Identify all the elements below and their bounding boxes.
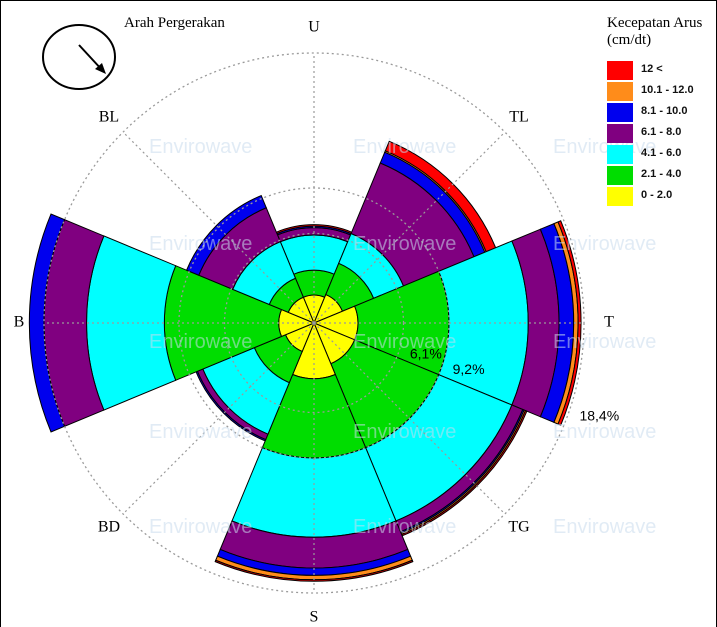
wedge-segment (557, 220, 582, 426)
watermark-text: Envirowave (353, 331, 457, 353)
direction-title: Arah Pergerakan (124, 15, 225, 31)
wedge-T (312, 220, 582, 426)
direction-label-BD: BD (98, 519, 120, 536)
ring-label: 18,4% (579, 407, 619, 423)
legend-label: 10.1 - 12.0 (641, 84, 694, 96)
direction-label-TG: TG (508, 519, 530, 536)
watermark-text: Envirowave (149, 136, 253, 158)
grid-ring (43, 52, 585, 594)
legend-title-line1: Kecepatan Arus (607, 15, 703, 31)
wedge-segment (185, 194, 267, 276)
grid-ring (223, 232, 405, 414)
watermark-text: Envirowave (353, 421, 457, 443)
watermark-text: Envirowave (553, 516, 657, 538)
watermark-text: Envirowave (353, 136, 457, 158)
direction-label-U: U (308, 19, 320, 36)
ring-label: 6,1% (410, 346, 442, 362)
legend-title: Kecepatan Arus (cm/dt) (607, 15, 716, 49)
legend-label: 2.1 - 4.0 (641, 168, 682, 180)
wedge-segment (214, 559, 414, 582)
grid-spoke (313, 131, 506, 324)
watermark-text: Envirowave (353, 233, 457, 255)
legend-label: 8.1 - 10.0 (641, 105, 688, 117)
legend-label: 0 - 2.0 (641, 189, 673, 201)
grid-spoke (122, 131, 315, 324)
watermark-text: Envirowave (149, 331, 253, 353)
legend-swatch (607, 124, 633, 143)
label-layer: U TL T TG S BD B BL 6,1% 9,2% 18,4% (14, 19, 620, 626)
legend-label: 4.1 - 6.0 (641, 147, 682, 159)
legend-swatch (607, 103, 633, 122)
legend-swatch (607, 61, 633, 80)
watermark-text: Envirowave (553, 233, 657, 255)
grid-spoke (313, 322, 506, 515)
watermark-text: Envirowave (149, 516, 253, 538)
legend-label: 6.1 - 8.0 (641, 126, 682, 138)
wedge-segment (28, 213, 66, 433)
legend-swatch (607, 145, 633, 164)
wedge-U (275, 224, 353, 325)
watermark-text: Envirowave (553, 331, 657, 353)
watermark-text: Envirowave (149, 233, 253, 255)
grid-layer (43, 52, 585, 594)
direction-indicator-icon (42, 24, 116, 90)
direction-label-S: S (310, 609, 319, 626)
watermark-text: Envirowave (553, 421, 657, 443)
legend-title-line2: (cm/dt) (607, 32, 652, 48)
wedge-layer (28, 140, 582, 582)
direction-label-B: B (14, 314, 25, 331)
direction-label-T: T (604, 314, 614, 331)
direction-label-BL: BL (99, 109, 119, 126)
watermark-text: Envirowave (353, 516, 457, 538)
legend-swatch (607, 82, 633, 101)
ring-label: 9,2% (453, 361, 485, 377)
legend-label: 12 < (641, 63, 663, 75)
legend-swatch (607, 166, 633, 185)
legend-swatch (607, 187, 633, 206)
direction-label-TL: TL (509, 109, 529, 126)
grid-spoke (122, 322, 315, 515)
watermark-text: Envirowave (149, 421, 253, 443)
wedge-S (214, 321, 414, 582)
